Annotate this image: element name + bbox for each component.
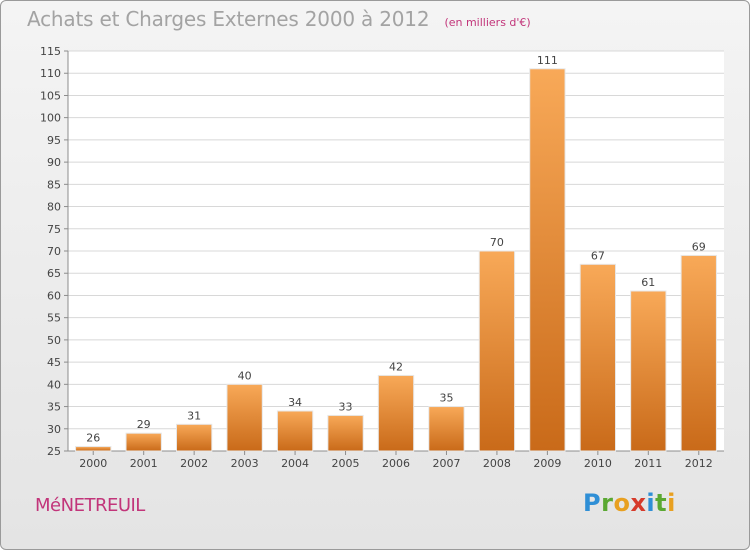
title-line: Achats et Charges Externes 2000 à 2012 (… xyxy=(27,7,531,31)
x-tick-label: 2004 xyxy=(281,457,309,470)
chart-title: Achats et Charges Externes 2000 à 2012 xyxy=(27,7,430,31)
y-tick-label: 65 xyxy=(47,267,61,280)
y-tick-label: 55 xyxy=(47,312,61,325)
x-tick-label: 2005 xyxy=(332,457,360,470)
bar xyxy=(125,432,162,452)
data-label: 67 xyxy=(591,249,605,262)
x-tick-label: 2009 xyxy=(533,457,561,470)
x-tick-label: 2002 xyxy=(180,457,208,470)
x-tick-label: 2008 xyxy=(483,457,511,470)
y-tick-label: 100 xyxy=(40,112,61,125)
y-tick-label: 50 xyxy=(47,334,61,347)
logo-letter: i xyxy=(667,489,676,517)
y-tick-label: 35 xyxy=(47,401,61,414)
data-label: 35 xyxy=(439,392,453,405)
logo-letter: i xyxy=(646,489,656,517)
y-tick-label: 30 xyxy=(47,423,61,436)
data-label: 34 xyxy=(288,396,302,409)
data-label: 40 xyxy=(238,369,252,382)
proxiti-logo: Proxiti xyxy=(583,489,676,517)
data-label: 29 xyxy=(137,418,151,431)
logo-letter: r xyxy=(601,489,614,517)
y-tick-label: 75 xyxy=(47,223,61,236)
logo-letter: x xyxy=(630,489,647,517)
data-label: 42 xyxy=(389,360,403,373)
y-tick-label: 105 xyxy=(40,89,61,102)
data-label: 33 xyxy=(339,400,353,413)
x-tick-label: 2012 xyxy=(685,457,713,470)
x-tick-label: 2001 xyxy=(130,457,158,470)
bar xyxy=(478,250,516,452)
y-tick-label: 110 xyxy=(40,67,61,80)
y-tick-label: 45 xyxy=(47,356,61,369)
bar xyxy=(428,406,465,452)
data-label: 69 xyxy=(692,240,706,253)
bar xyxy=(226,383,263,452)
x-tick-label: 2011 xyxy=(634,457,662,470)
bar xyxy=(175,423,213,452)
y-tick-label: 25 xyxy=(47,445,61,458)
bar xyxy=(276,410,314,452)
data-label: 61 xyxy=(641,276,655,289)
x-tick-label: 2006 xyxy=(382,457,410,470)
y-tick-label: 60 xyxy=(47,289,61,302)
logo-letter: P xyxy=(583,489,602,517)
x-tick-label: 2003 xyxy=(231,457,259,470)
y-tick-label: 80 xyxy=(47,201,61,214)
bar xyxy=(680,254,717,452)
data-label: 70 xyxy=(490,236,504,249)
chart-subtitle: (en milliers d'€) xyxy=(444,16,531,29)
y-tick-label: 70 xyxy=(47,245,61,258)
bar xyxy=(579,263,617,452)
data-label: 31 xyxy=(187,409,201,422)
bar xyxy=(75,446,112,452)
logo-letter: o xyxy=(613,489,631,517)
y-tick-label: 95 xyxy=(47,134,61,147)
data-label: 26 xyxy=(86,432,100,445)
x-tick-label: 2010 xyxy=(584,457,612,470)
y-tick-label: 115 xyxy=(40,45,61,58)
x-tick-label: 2007 xyxy=(432,457,460,470)
bar xyxy=(327,414,364,452)
y-tick-label: 85 xyxy=(47,178,61,191)
bar xyxy=(630,290,667,452)
y-tick-label: 90 xyxy=(47,156,61,169)
logo-letter: t xyxy=(655,489,668,517)
y-tick-label: 40 xyxy=(47,378,61,391)
x-tick-label: 2000 xyxy=(79,457,107,470)
bar xyxy=(529,68,566,452)
bar xyxy=(377,374,415,452)
commune-name: MéNETREUIL xyxy=(35,495,145,516)
data-label: 111 xyxy=(537,54,558,67)
